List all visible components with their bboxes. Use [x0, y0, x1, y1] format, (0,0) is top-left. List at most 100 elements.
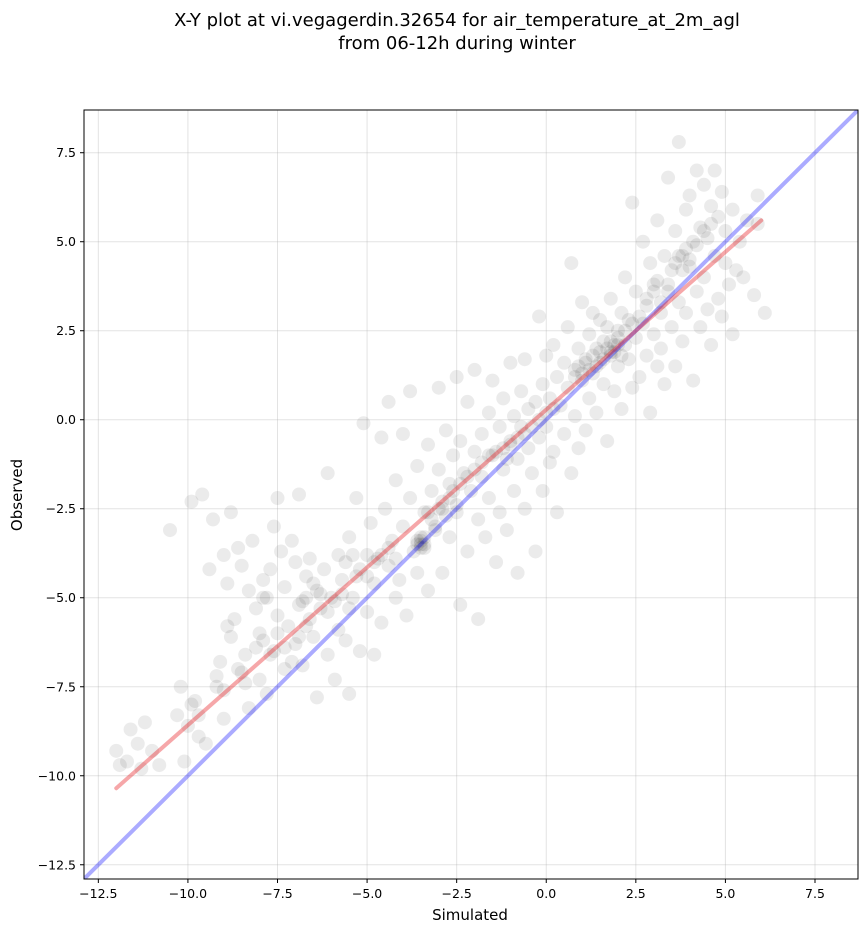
scatter-point	[492, 505, 507, 520]
x-tick-label: −10.0	[169, 886, 207, 901]
scatter-point	[639, 348, 654, 363]
scatter-point	[284, 533, 299, 548]
scatter-point	[313, 601, 328, 616]
scatter-point	[413, 530, 428, 545]
scatter-point	[671, 248, 686, 263]
scatter-point	[428, 523, 443, 538]
scatter-point	[704, 337, 719, 352]
scatter-point	[424, 483, 439, 498]
scatter-point	[481, 448, 496, 463]
scatter-point	[532, 309, 547, 324]
scatter-point	[600, 341, 615, 356]
scatter-point	[367, 555, 382, 570]
scatter-point	[446, 483, 461, 498]
scatter-point	[618, 270, 633, 285]
scatter-point	[653, 295, 668, 310]
scatter-point	[449, 505, 464, 520]
scatter-point	[514, 419, 529, 434]
scatter-point	[238, 647, 253, 662]
scatter-point	[686, 234, 701, 249]
scatter-point	[661, 170, 676, 185]
scatter-point	[736, 270, 751, 285]
scatter-point	[338, 555, 353, 570]
scatter-points	[109, 135, 772, 776]
scatter-point	[453, 597, 468, 612]
scatter-point	[567, 362, 582, 377]
scatter-point	[704, 199, 719, 214]
scatter-point	[112, 758, 127, 773]
scatter-point	[284, 654, 299, 669]
scatter-point	[209, 679, 224, 694]
scatter-point	[646, 284, 661, 299]
scatter-point	[431, 380, 446, 395]
scatter-point	[478, 530, 493, 545]
scatter-point	[610, 337, 625, 352]
scatter-point	[499, 451, 514, 466]
scatter-point	[496, 391, 511, 406]
scatter-point	[711, 209, 726, 224]
scatter-point	[471, 612, 486, 627]
y-axis-label: Observed	[8, 459, 26, 531]
scatter-point	[650, 273, 665, 288]
scatter-point	[137, 715, 152, 730]
scatter-point	[711, 291, 726, 306]
scatter-point	[410, 537, 425, 552]
x-tick-label: −5.0	[352, 886, 382, 901]
scatter-point	[256, 590, 271, 605]
scatter-point	[596, 334, 611, 349]
scatter-point	[234, 665, 249, 680]
scatter-point	[191, 708, 206, 723]
scatter-point	[421, 437, 435, 452]
y-axis: −12.5 −10.0 −7.5 −5.0 −2.5 0.0 2.5 5.0 7.5	[38, 145, 84, 872]
scatter-point	[288, 555, 303, 570]
scatter-point	[503, 437, 518, 452]
scatter-point	[679, 305, 693, 320]
scatter-point	[614, 402, 629, 417]
scatter-point	[564, 256, 579, 271]
scatter-point	[571, 341, 586, 356]
scatter-point	[277, 661, 292, 676]
scatter-point	[227, 612, 242, 627]
scatter-point	[603, 334, 618, 349]
y-tick-label: −7.5	[46, 679, 76, 694]
scatter-point	[507, 483, 521, 498]
scatter-point	[485, 373, 500, 388]
y-tick-label: 7.5	[56, 145, 76, 160]
scatter-point	[460, 469, 475, 484]
scatter-point	[370, 551, 385, 566]
scatter-point	[643, 256, 658, 271]
scatter-point	[277, 580, 292, 595]
scatter-point	[392, 572, 407, 587]
scatter-point	[306, 576, 321, 591]
scatter-point	[213, 654, 228, 669]
scatter-point	[338, 633, 353, 648]
scatter-point	[557, 426, 572, 441]
scatter-point	[585, 348, 600, 363]
scatter-point	[621, 352, 636, 367]
scatter-point	[467, 444, 482, 459]
scatter-point	[299, 619, 314, 634]
scatter-point	[524, 419, 539, 434]
scatter-point	[367, 576, 382, 591]
scatter-point	[489, 444, 504, 459]
scatter-point	[593, 355, 607, 370]
scatter-point	[550, 370, 564, 385]
scatter-point	[442, 491, 457, 506]
scatter-point	[309, 690, 324, 705]
scatter-point	[696, 177, 711, 192]
scatter-point	[313, 587, 328, 602]
scatter-point	[729, 263, 744, 278]
scatter-point	[535, 377, 550, 392]
scatter-point	[191, 729, 206, 744]
scatter-point	[428, 519, 443, 534]
scatter-point	[474, 426, 489, 441]
scatter-point	[317, 562, 332, 577]
scatter-point	[704, 216, 719, 231]
scatter-point	[700, 231, 715, 246]
scatter-point	[342, 530, 357, 545]
scatter-point	[646, 327, 661, 342]
scatter-point	[352, 562, 367, 577]
scatter-point	[438, 423, 453, 438]
scatter-point	[653, 305, 668, 320]
scatter-point	[661, 284, 676, 299]
